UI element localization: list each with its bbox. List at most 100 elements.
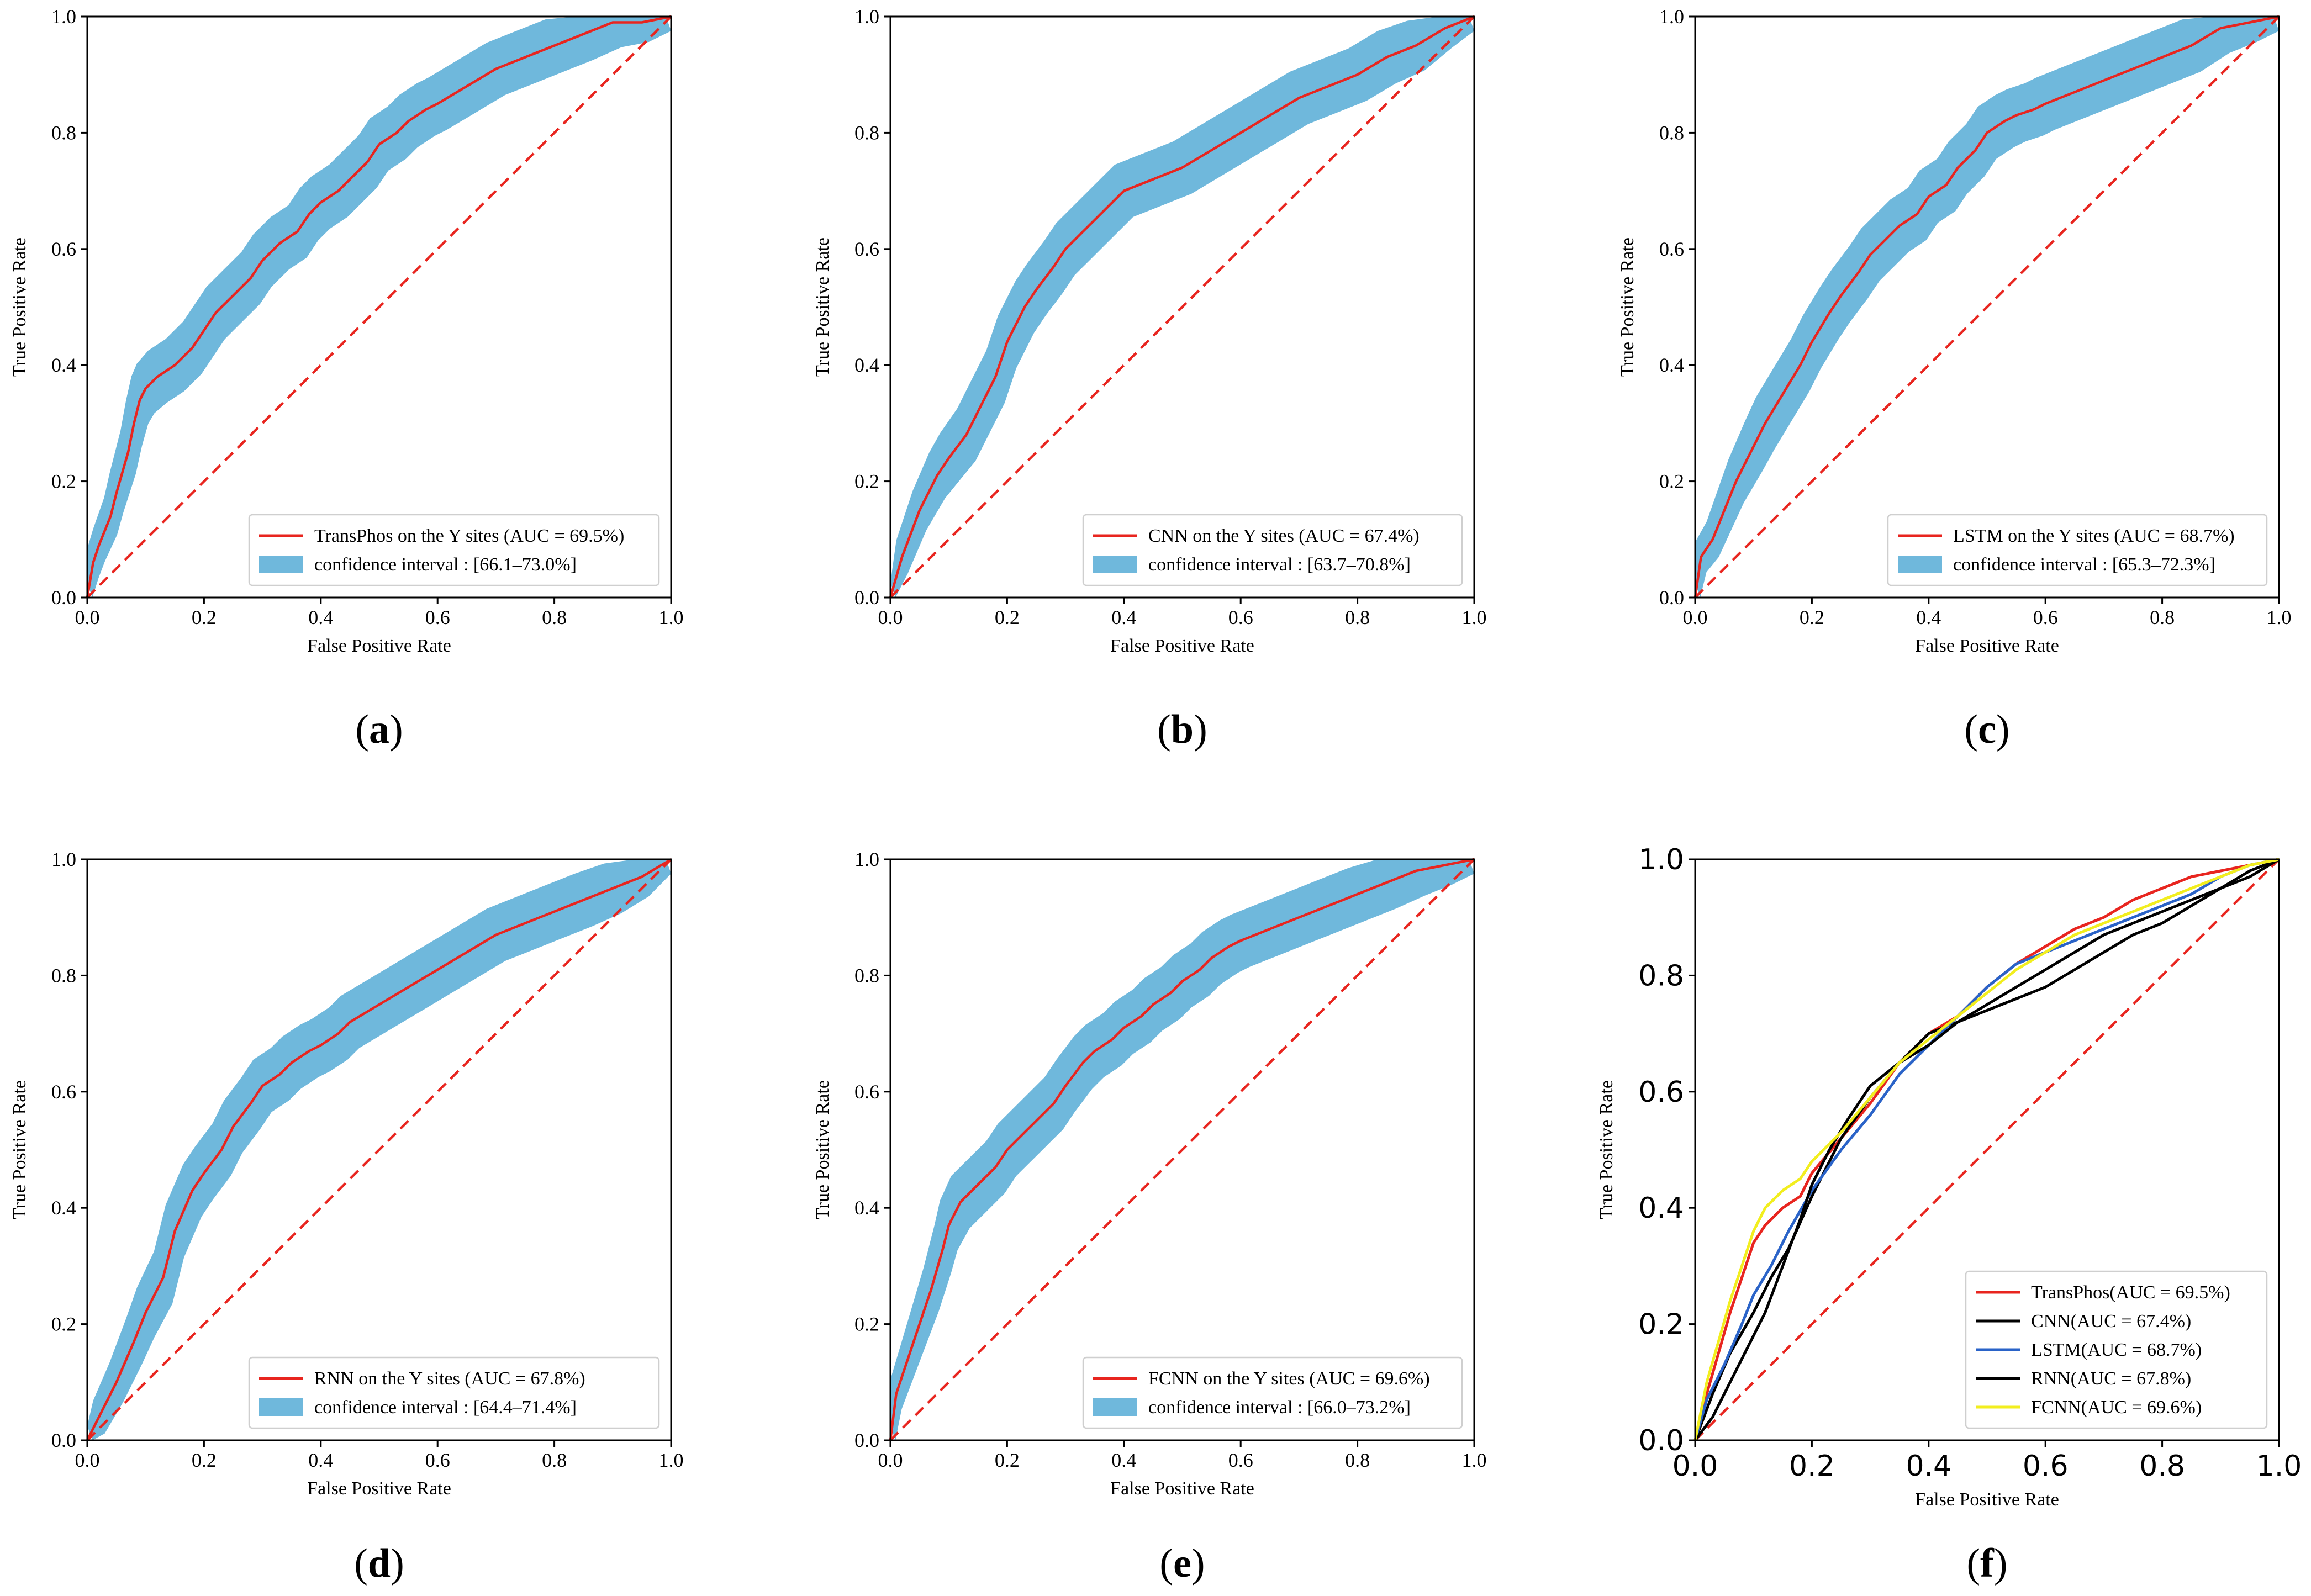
legend-entry-label: RNN(AUC = 67.8%) xyxy=(2031,1368,2191,1389)
caption-close-paren: ) xyxy=(1996,707,2010,752)
y-tick-label: 0.8 xyxy=(1659,121,1684,144)
legend-swatch-band xyxy=(259,556,303,573)
x-tick-label: 0.2 xyxy=(995,606,1020,628)
legend-entry-label: CNN on the Y sites (AUC = 67.4%) xyxy=(1148,526,1420,546)
x-tick-label: 0.4 xyxy=(1111,1449,1136,1471)
confidence-band xyxy=(87,859,671,1440)
caption-letter: b xyxy=(1171,707,1194,752)
x-tick-label: 0.8 xyxy=(1345,606,1370,628)
panel-caption: (e) xyxy=(1159,1541,1205,1586)
y-tick-label: 1.0 xyxy=(51,6,76,28)
y-tick-label: 0.2 xyxy=(1638,1308,1684,1341)
panel-caption: (c) xyxy=(1964,707,2009,752)
y-tick-label: 0.6 xyxy=(51,238,76,260)
chance-diagonal xyxy=(889,15,1475,599)
legend-entry-label: confidence interval : [63.7–70.8%] xyxy=(1148,554,1411,575)
x-tick-label: 1.0 xyxy=(1462,606,1487,628)
roc-curve-5 xyxy=(1693,858,2280,1441)
y-tick-label: 0.6 xyxy=(854,238,879,260)
x-tick-label: 0.8 xyxy=(542,606,567,628)
chance-diagonal xyxy=(1694,15,2280,599)
chance-diagonal xyxy=(86,858,672,1441)
x-tick-label: 1.0 xyxy=(659,606,684,628)
x-tick-label: 0.2 xyxy=(1789,1450,1835,1483)
legend-box xyxy=(248,1356,660,1429)
y-tick-label: 0.2 xyxy=(854,471,879,493)
chart-panel-d: 0.0 0.2 0.4 0.6 0.8 1.0 0.0 0.2 0.4 0.6 0.8 1.0 Fals… xyxy=(9,848,684,1586)
y-axis-title: True Positive Rate xyxy=(1596,1080,1617,1219)
plot-frame xyxy=(1694,15,2280,599)
x-tick-label: 0.8 xyxy=(2150,606,2175,628)
x-tick-label: 0.4 xyxy=(1111,606,1136,628)
y-tick-label: 1.0 xyxy=(51,848,76,870)
confidence-band xyxy=(890,17,1474,598)
legend-entry-label: TransPhos(AUC = 69.5%) xyxy=(2031,1282,2230,1303)
caption-close-paren: ) xyxy=(1194,707,1207,752)
y-tick-label: 0.2 xyxy=(854,1313,879,1335)
legend-box xyxy=(1082,514,1463,586)
x-tick-label: 0.2 xyxy=(1800,606,1824,628)
x-axis-title: False Positive Rate xyxy=(1110,1478,1254,1499)
y-tick-label: 0.8 xyxy=(854,121,879,144)
y-tick-label: 1.0 xyxy=(1638,843,1684,876)
y-tick-label: 0.4 xyxy=(854,1197,879,1219)
y-tick-label: 0.0 xyxy=(1659,586,1684,609)
legend-swatch-band xyxy=(259,1398,303,1416)
x-axis-title: False Positive Rate xyxy=(307,636,451,656)
caption-open-paren: ( xyxy=(1967,1541,1981,1586)
roc-curve-4 xyxy=(1694,858,2280,1441)
chart-panel-c: 0.0 0.2 0.4 0.6 0.8 1.0 0.0 0.2 0.4 0.6 0.8 1.0 Fals… xyxy=(1617,6,2292,752)
plot-frame xyxy=(1694,858,2280,1441)
x-tick-label: 0.4 xyxy=(308,606,333,628)
x-axis-title: False Positive Rate xyxy=(1110,636,1254,656)
panel-caption: (f) xyxy=(1967,1541,2008,1586)
chart-panel-a: 0.0 0.2 0.4 0.6 0.8 1.0 0.0 0.2 0.4 0.6 0.8 1.0 Fals… xyxy=(9,6,684,752)
legend-box xyxy=(1887,514,2268,586)
roc-curve-1 xyxy=(86,15,672,598)
chart-panel-b: 0.0 0.2 0.4 0.6 0.8 1.0 0.0 0.2 0.4 0.6 0.8 1.0 Fals… xyxy=(812,6,1487,752)
roc-curve-1 xyxy=(1693,15,2280,598)
y-tick-label: 0.4 xyxy=(51,354,76,376)
legend-box xyxy=(248,514,660,586)
legend-entry-label: confidence interval : [64.4–71.4%] xyxy=(314,1397,577,1418)
x-tick-label: 0.8 xyxy=(542,1449,567,1471)
legend-swatch-band xyxy=(1093,556,1137,573)
legend-entry-label: FCNN on the Y sites (AUC = 69.6%) xyxy=(1148,1368,1430,1389)
x-tick-label: 1.0 xyxy=(1462,1449,1487,1471)
caption-close-paren: ) xyxy=(391,1541,404,1586)
roc-curve-3 xyxy=(1693,858,2280,1441)
y-tick-label: 0.6 xyxy=(1638,1076,1684,1109)
x-tick-label: 0.4 xyxy=(1906,1450,1951,1483)
y-tick-label: 1.0 xyxy=(854,6,879,28)
caption-letter: c xyxy=(1978,707,1996,752)
x-tick-label: 0.6 xyxy=(425,1449,450,1471)
y-tick-label: 0.0 xyxy=(51,586,76,609)
x-tick-label: 0.0 xyxy=(75,606,100,628)
y-tick-label: 0.8 xyxy=(854,964,879,986)
x-tick-label: 0.0 xyxy=(75,1449,100,1471)
x-tick-label: 0.2 xyxy=(192,606,217,628)
y-tick-label: 0.2 xyxy=(51,471,76,493)
y-tick-label: 0.0 xyxy=(1638,1424,1684,1457)
x-tick-label: 0.0 xyxy=(1672,1450,1718,1483)
x-tick-label: 0.6 xyxy=(2023,1450,2069,1483)
legend-entry-label: TransPhos on the Y sites (AUC = 69.5%) xyxy=(314,526,624,546)
y-tick-label: 0.4 xyxy=(854,354,879,376)
caption-open-paren: ( xyxy=(355,707,369,752)
x-axis-title: False Positive Rate xyxy=(1915,1489,2059,1510)
caption-close-paren: ) xyxy=(1191,1541,1205,1586)
x-tick-label: 0.6 xyxy=(2033,606,2058,628)
y-tick-label: 0.6 xyxy=(854,1081,879,1103)
y-tick-label: 0.0 xyxy=(51,1429,76,1451)
y-axis-title: True Positive Rate xyxy=(9,1080,30,1219)
caption-open-paren: ( xyxy=(1964,707,1978,752)
x-tick-label: 0.8 xyxy=(2139,1450,2185,1483)
x-tick-label: 0.4 xyxy=(308,1449,333,1471)
x-tick-label: 0.8 xyxy=(1345,1449,1370,1471)
plot-frame xyxy=(889,15,1475,599)
x-tick-label: 0.0 xyxy=(878,606,903,628)
legend-box xyxy=(1082,1356,1463,1429)
x-tick-label: 1.0 xyxy=(2267,606,2292,628)
chance-diagonal xyxy=(86,15,672,599)
